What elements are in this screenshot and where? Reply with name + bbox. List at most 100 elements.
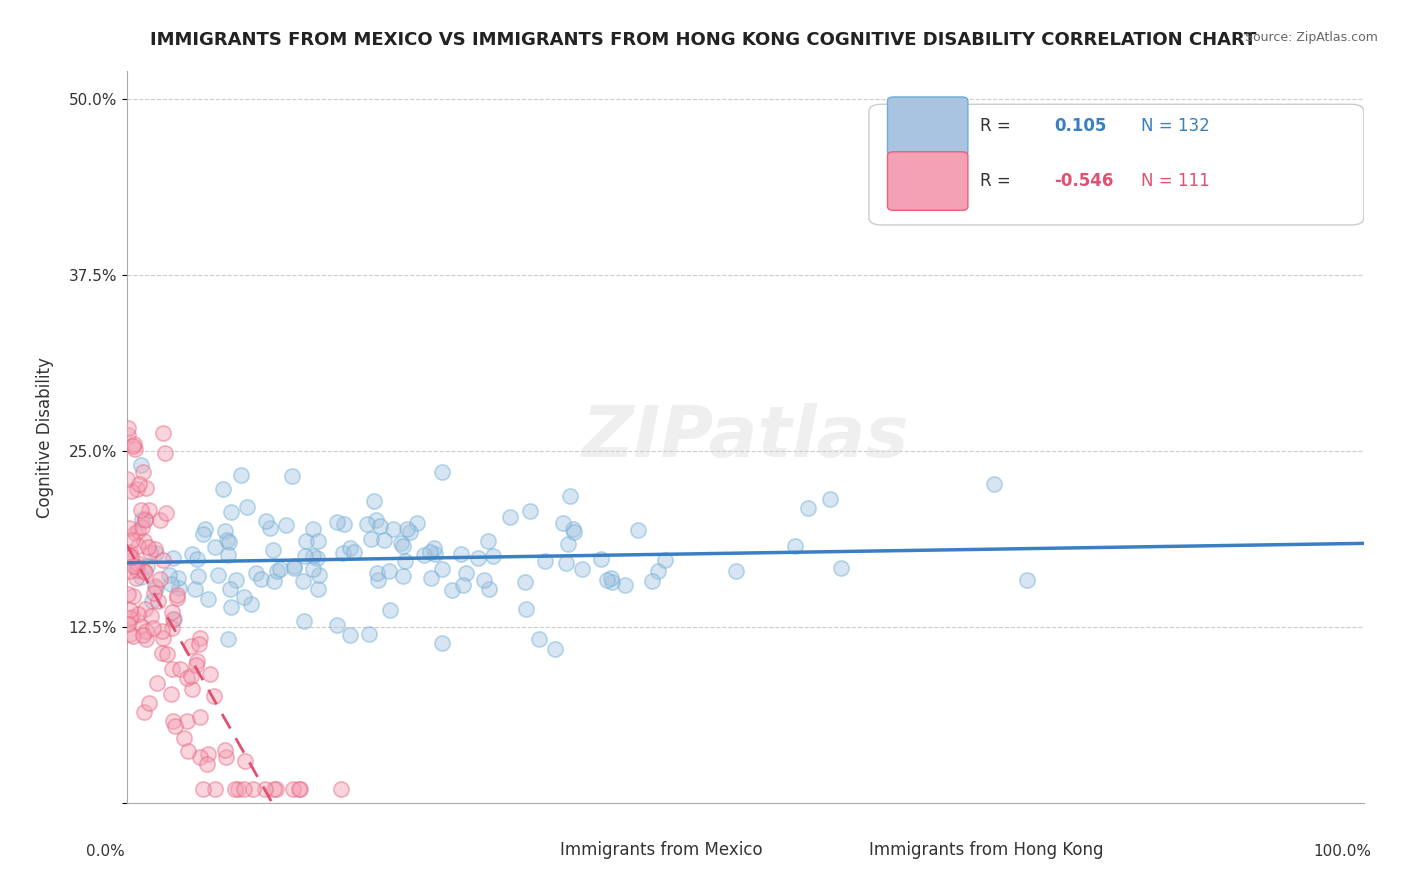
Point (207, 567, 229, 582)
Point (229, 468, 252, 483)
Text: Immigrants from Mexico: Immigrants from Mexico (560, 841, 762, 859)
Point (534, 554, 557, 568)
Point (214, 742, 236, 756)
Point (600, 571, 623, 585)
Point (406, 516, 429, 530)
Text: -0.546: -0.546 (1054, 172, 1114, 190)
Point (600, 575, 623, 590)
Point (125, 570, 148, 584)
Point (149, 573, 172, 587)
Point (308, 567, 330, 582)
Point (180, 681, 202, 696)
Point (474, 573, 496, 587)
Point (197, 591, 219, 606)
Point (117, 427, 139, 442)
Point (288, 781, 311, 796)
Point (364, 513, 387, 527)
Point (307, 582, 329, 597)
Point (120, 626, 142, 640)
Point (236, 500, 259, 514)
Point (262, 543, 284, 558)
Point (626, 523, 648, 537)
Point (477, 534, 499, 549)
Point (193, 526, 215, 541)
Point (160, 687, 183, 701)
Point (134, 565, 156, 579)
Point (356, 516, 378, 531)
Point (226, 781, 249, 796)
Point (423, 541, 446, 556)
Point (292, 574, 315, 588)
Point (166, 588, 188, 602)
Point (571, 561, 593, 575)
Point (120, 483, 142, 498)
Point (217, 632, 239, 647)
Point (194, 522, 217, 536)
Point (264, 781, 287, 796)
Point (186, 654, 208, 668)
Point (145, 582, 167, 596)
Point (134, 511, 156, 525)
Point (176, 671, 198, 685)
Point (412, 548, 434, 562)
Point (654, 553, 676, 567)
Text: ZIPatlas: ZIPatlas (582, 402, 908, 472)
Point (186, 552, 208, 566)
Text: N = 111: N = 111 (1142, 172, 1209, 190)
Point (180, 668, 202, 682)
Text: IMMIGRANTS FROM MEXICO VS IMMIGRANTS FROM HONG KONG COGNITIVE DISABILITY CORRELA: IMMIGRANTS FROM MEXICO VS IMMIGRANTS FRO… (150, 31, 1256, 49)
Point (613, 577, 636, 591)
Point (330, 781, 353, 796)
Point (118, 549, 141, 563)
Point (263, 574, 285, 588)
Point (399, 524, 422, 539)
Point (254, 781, 277, 796)
FancyBboxPatch shape (887, 152, 967, 211)
Point (198, 666, 221, 681)
Point (515, 601, 537, 615)
Point (118, 565, 141, 579)
Point (302, 562, 325, 576)
Point (155, 446, 177, 460)
Point (121, 439, 143, 453)
Point (392, 539, 415, 553)
Point (482, 549, 505, 563)
Point (302, 522, 325, 536)
Point (139, 545, 162, 559)
Point (121, 533, 143, 547)
Point (188, 709, 211, 723)
Point (135, 481, 157, 495)
Point (162, 551, 184, 566)
Point (219, 582, 242, 597)
Point (138, 503, 160, 517)
Point (129, 458, 152, 473)
Point (378, 603, 401, 617)
Point (326, 516, 349, 530)
Point (564, 524, 586, 539)
Text: R =: R = (980, 117, 1011, 136)
Point (188, 631, 211, 645)
Point (217, 533, 239, 548)
Point (143, 586, 166, 600)
Point (143, 541, 166, 556)
Point (157, 568, 180, 582)
Point (160, 576, 183, 591)
Point (204, 540, 226, 554)
Point (160, 662, 183, 676)
Point (122, 437, 145, 451)
Point (129, 502, 152, 516)
Point (120, 611, 142, 625)
Point (197, 747, 219, 762)
Point (389, 535, 412, 549)
Point (135, 632, 157, 646)
Point (127, 557, 149, 571)
Point (132, 705, 155, 719)
Point (131, 520, 153, 534)
Point (181, 547, 204, 561)
Point (150, 647, 173, 661)
Point (214, 524, 236, 538)
Point (305, 550, 328, 565)
Point (150, 624, 173, 638)
Point (166, 591, 188, 605)
Point (177, 744, 200, 758)
